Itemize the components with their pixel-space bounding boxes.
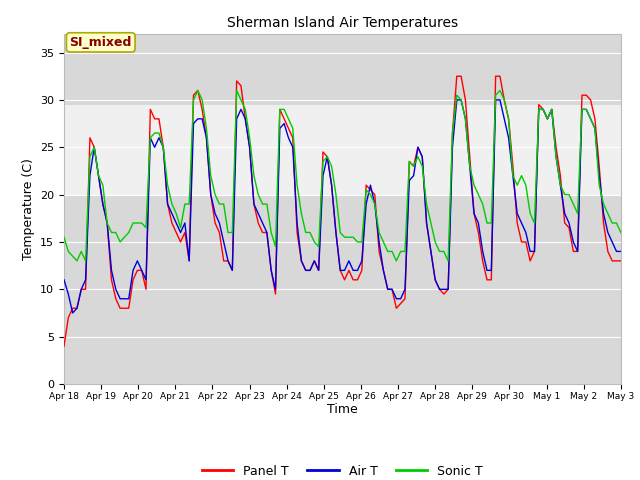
Air T [68,310,76,316]
Panel T [349,277,357,283]
Air T [302,267,310,273]
Bar [64,105,621,194]
Sonic T [306,229,314,235]
Air T [60,277,68,283]
Sonic T [479,201,486,207]
Legend: Panel T, Air T, Sonic T: Panel T, Air T, Sonic T [196,460,488,480]
Sonic T [505,116,513,122]
Panel T [60,343,68,349]
Line: Sonic T: Sonic T [64,90,621,261]
Air T [617,249,625,254]
Panel T [617,258,625,264]
Title: Sherman Island Air Temperatures: Sherman Island Air Temperatures [227,16,458,30]
Air T [479,249,486,254]
Air T [431,277,439,283]
Sonic T [358,239,365,245]
Air T [216,220,223,226]
Air T [354,267,362,273]
Line: Air T: Air T [64,100,621,313]
Panel T [298,258,305,264]
Sonic T [194,87,202,93]
Y-axis label: Temperature (C): Temperature (C) [22,158,35,260]
Sonic T [436,249,444,254]
Panel T [211,220,219,226]
Text: SI_mixed: SI_mixed [70,36,132,49]
Sonic T [60,234,68,240]
Panel T [500,97,508,103]
Panel T [474,229,482,235]
Panel T [453,73,461,79]
Sonic T [617,229,625,235]
Panel T [427,249,435,254]
Line: Panel T: Panel T [64,76,621,346]
X-axis label: Time: Time [327,403,358,417]
Air T [453,97,461,103]
Air T [505,135,513,141]
Sonic T [220,201,228,207]
Sonic T [73,258,81,264]
